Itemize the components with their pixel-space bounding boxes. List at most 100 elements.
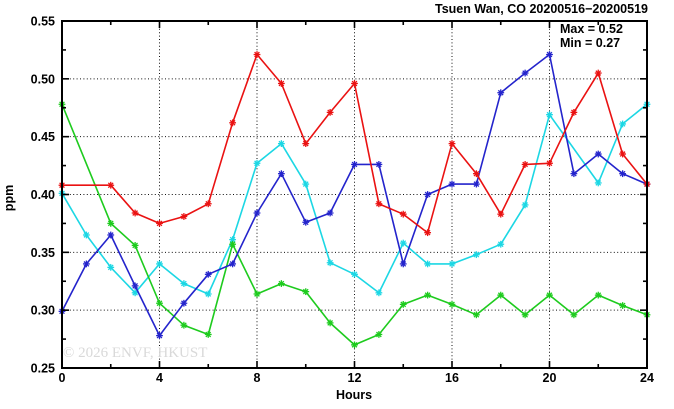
data-point-marker	[326, 108, 334, 116]
data-point-marker	[399, 260, 407, 268]
data-point-marker	[156, 220, 163, 227]
data-point-marker	[351, 270, 358, 278]
data-point-marker	[107, 220, 115, 227]
data-point-marker	[229, 260, 237, 268]
data-point-marker	[497, 89, 505, 97]
data-point-marker	[302, 218, 310, 226]
data-point-marker	[546, 51, 553, 58]
data-point-marker	[546, 159, 553, 167]
series-day-blue-line	[61, 53, 648, 337]
data-point-marker	[375, 200, 383, 208]
data-point-marker	[448, 140, 456, 148]
x-tick-label: 4	[156, 371, 163, 385]
y-tick-label: 0.35	[31, 246, 55, 260]
y-tick-label: 0.25	[31, 362, 55, 376]
data-point-marker	[180, 321, 188, 329]
data-point-marker	[448, 260, 456, 268]
data-point-marker	[326, 209, 334, 217]
data-point-marker	[82, 260, 90, 268]
data-point-marker	[399, 300, 407, 308]
data-point-marker	[399, 239, 407, 247]
data-point-marker	[570, 170, 578, 178]
data-point-marker	[302, 180, 310, 188]
data-point-marker	[594, 150, 602, 158]
series-layer	[58, 51, 651, 349]
data-point-marker	[424, 291, 432, 299]
data-point-marker	[253, 290, 261, 298]
data-point-marker	[277, 140, 285, 148]
data-point-marker	[619, 170, 627, 178]
axes-layer	[61, 20, 648, 369]
data-point-marker	[521, 311, 529, 319]
x-tick-label: 16	[445, 371, 459, 385]
data-point-marker	[521, 201, 529, 209]
data-point-marker	[594, 179, 602, 187]
data-point-marker	[277, 80, 285, 87]
data-point-marker	[107, 231, 115, 239]
data-point-marker	[619, 150, 627, 158]
data-point-marker	[497, 291, 505, 299]
data-point-marker	[180, 213, 188, 220]
data-point-marker	[180, 299, 188, 307]
data-point-marker	[521, 161, 529, 168]
data-point-marker	[204, 290, 212, 298]
data-point-marker	[472, 170, 480, 178]
data-point-marker	[424, 229, 432, 237]
data-point-marker	[594, 291, 602, 299]
data-point-marker	[253, 209, 261, 217]
x-axis-label: Hours	[336, 388, 372, 402]
data-point-marker	[497, 210, 505, 218]
data-point-marker	[472, 180, 480, 188]
series-day-red	[58, 51, 651, 237]
data-point-marker	[472, 251, 480, 259]
data-point-marker	[326, 319, 334, 327]
data-point-marker	[375, 161, 383, 168]
tick-label-layer: 0.25 0.30 0.35 0.40 0.45 0.50 0.55 0 4 8 12 16 20 24	[31, 15, 654, 386]
data-point-marker	[619, 120, 627, 128]
data-point-marker	[546, 111, 553, 119]
data-point-marker	[204, 200, 212, 208]
data-point-marker	[448, 180, 456, 188]
data-point-marker	[156, 332, 163, 340]
data-point-marker	[204, 270, 212, 278]
data-point-marker	[82, 231, 90, 239]
data-point-marker	[253, 159, 261, 167]
data-point-marker	[131, 209, 139, 217]
data-point-marker	[302, 288, 310, 296]
max-annotation: Max = 0.52	[560, 22, 623, 36]
x-tick-label: 20	[543, 371, 557, 385]
y-tick-label: 0.30	[31, 304, 55, 318]
data-point-marker	[326, 259, 334, 267]
x-tick-label: 12	[348, 371, 362, 385]
min-annotation: Min = 0.27	[560, 36, 620, 50]
data-point-marker	[351, 80, 358, 87]
data-point-marker	[375, 331, 383, 338]
data-point-marker	[619, 302, 627, 309]
y-tick-label: 0.50	[31, 72, 55, 86]
y-tick-label: 0.55	[31, 15, 55, 29]
data-point-marker	[472, 311, 480, 319]
data-point-marker	[156, 299, 163, 307]
y-axis-label: ppm	[2, 185, 16, 211]
data-point-marker	[131, 241, 139, 249]
data-point-marker	[204, 331, 212, 338]
y-tick-label: 0.40	[31, 188, 55, 202]
data-point-marker	[253, 51, 261, 58]
series-day-green-line	[61, 103, 648, 346]
series-day-red-line	[62, 53, 648, 234]
x-tick-label: 24	[640, 371, 654, 385]
data-point-marker	[229, 240, 237, 248]
data-point-marker	[107, 181, 115, 189]
data-point-marker	[375, 289, 383, 297]
data-point-marker	[277, 170, 285, 178]
data-point-marker	[351, 341, 358, 349]
series-day-green	[58, 100, 651, 349]
data-point-marker	[131, 282, 139, 290]
data-point-marker	[229, 119, 237, 127]
data-point-marker	[351, 161, 358, 168]
data-point-marker	[570, 311, 578, 319]
data-point-marker	[131, 289, 139, 297]
data-point-marker	[180, 280, 188, 287]
